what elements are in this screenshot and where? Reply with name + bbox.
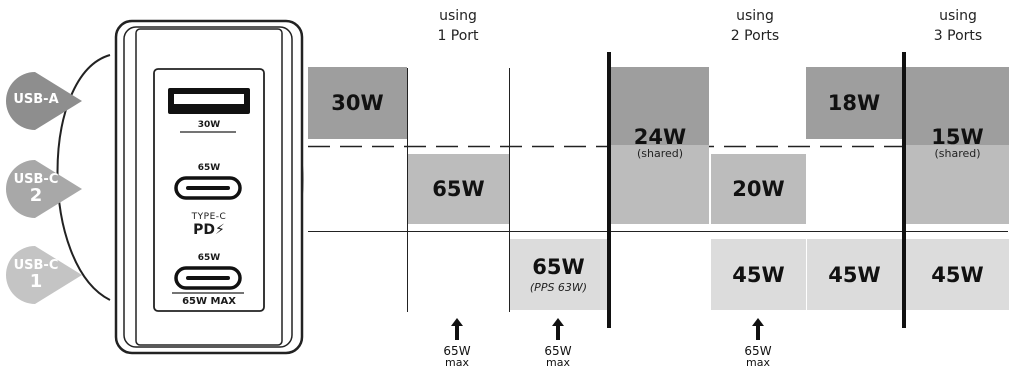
cell-usb-c1-45w-a: 45W (711, 239, 806, 310)
cell-usb-c1-pps-note: (PPS 63W) (529, 281, 588, 294)
cell-shared-24w: 24W (shared) (611, 112, 709, 172)
cell-shared-15w: 15W (shared) (906, 112, 1009, 172)
cell-shared-24w-top (611, 67, 709, 145)
cell-usb-c1-45w-c-value: 45W (931, 262, 984, 287)
cell-usb-c1-45w-a-value: 45W (732, 262, 785, 287)
cell-shared-24w-value: 24W (633, 124, 687, 149)
cell-usb-a-18w: 18W (806, 67, 902, 139)
usb-a-port-label: 30W (197, 120, 221, 130)
header-3-ports: using 3 Ports (908, 6, 1008, 46)
max-note-3-unit: max (746, 356, 770, 369)
cell-shared-24w-note: (shared) (636, 146, 684, 160)
type-c-label: TYPE-C (191, 212, 227, 222)
arrow-up-icon (752, 318, 764, 340)
col-divider-2 (509, 68, 510, 312)
cell-usb-c1-65w-value: 65W (532, 255, 585, 279)
cell-usb-c2-65w: 65W (408, 154, 509, 224)
header-3-ports-line1: using (939, 8, 977, 24)
max-note-3: 65W max (728, 344, 788, 369)
group-divider-1 (607, 52, 611, 328)
usb-a-badge-label: USB-A (13, 92, 59, 107)
max-note-2: 65W max (528, 344, 588, 369)
usb-a-badge (5, 72, 82, 130)
cell-usb-a-30w-value: 30W (331, 91, 384, 115)
cell-usb-c2-20w-value: 20W (732, 177, 785, 201)
cell-shared-15w-bottom (906, 145, 1009, 224)
cell-shared-15w-note: (shared) (934, 146, 981, 160)
header-2-ports-line2: 2 Ports (730, 28, 780, 44)
cell-usb-a-30w: 30W (308, 67, 407, 139)
cell-usb-c1-65w: 65W (PPS 63W) (510, 239, 607, 310)
header-2-ports: using 2 Ports (705, 6, 805, 46)
usb-c2-badge-text: USB-C 2 (8, 172, 64, 205)
usb-c1-badge-number: 1 (29, 271, 43, 292)
header-3-ports-line2: 3 Ports (933, 28, 983, 44)
usb-c1-badge (5, 246, 82, 304)
cell-shared-24w-bottom (611, 145, 709, 224)
header-1-port: using 1 Port (408, 6, 508, 46)
cell-usb-c1-45w-c: 45W (906, 239, 1009, 310)
header-1-port-line1: using (439, 8, 477, 24)
device-max-label: 65W MAX (182, 296, 236, 307)
cell-usb-a-18w-value: 18W (827, 91, 881, 115)
cell-usb-c1-45w-b-value: 45W (828, 262, 881, 287)
col-divider-1 (407, 68, 408, 312)
max-note-1-unit: max (445, 356, 469, 369)
usb-c2-badge-label: USB-C (13, 172, 59, 187)
usb-c2-badge (5, 160, 82, 218)
header-2-ports-line1: using (736, 8, 774, 24)
max-note-3-value: 65W (744, 344, 772, 358)
max-note-1-value: 65W (443, 344, 471, 358)
max-note-1: 65W max (427, 344, 487, 369)
header-1-port-line2: 1 Port (437, 28, 479, 44)
group-divider-2 (902, 52, 906, 328)
solid-divider (308, 231, 1008, 232)
cell-usb-c1-45w-b: 45W (807, 239, 902, 310)
cell-shared-15w-top (906, 67, 1009, 145)
lightning-bolt-icon: ⚡ (215, 222, 225, 238)
max-note-2-unit: max (546, 356, 570, 369)
max-note-2-value: 65W (544, 344, 572, 358)
pd-label: PD (193, 222, 216, 238)
usb-c2-badge-number: 2 (29, 185, 43, 206)
cell-usb-c2-20w: 20W (711, 154, 806, 224)
arrow-up-icon (451, 318, 463, 340)
cell-shared-15w-value: 15W (931, 124, 984, 149)
cell-usb-c2-65w-value: 65W (432, 177, 485, 201)
usb-c1-badge-text: USB-C 1 (8, 258, 64, 291)
pd-logo: PD⚡ (154, 222, 264, 238)
usb-c2-port-label: 65W (197, 163, 221, 173)
usb-c1-port-label: 65W (197, 253, 221, 263)
usb-c1-badge-label: USB-C (13, 258, 59, 273)
arrow-up-icon (552, 318, 564, 340)
charger-illustration (56, 19, 304, 355)
